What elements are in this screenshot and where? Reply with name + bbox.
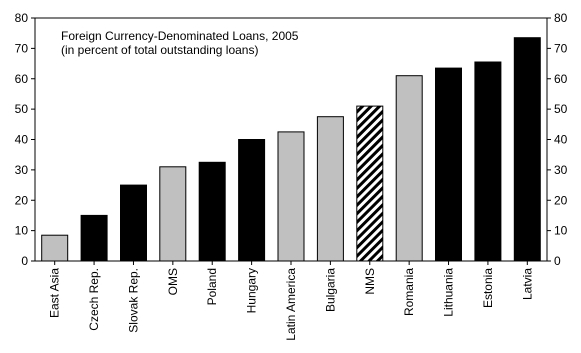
y-tick-label-left: 70: [15, 41, 29, 55]
y-tick-label-left: 20: [15, 193, 29, 207]
bar-oms: [159, 166, 187, 262]
y-tick-label-left: 80: [15, 11, 29, 25]
bar-estonia: [474, 61, 502, 262]
bar-lithuania: [435, 67, 462, 262]
y-tick-label-left: 0: [21, 254, 28, 268]
x-tick-label: Slovak Rep.: [127, 268, 141, 333]
y-tick-label-left: 30: [15, 163, 29, 177]
bar-latvia: [513, 37, 541, 262]
right-y-axis: 0 10 20 30 40 50 60 70 80: [547, 11, 568, 268]
x-tick-label: Latvia: [520, 268, 534, 300]
bar-slovak-rep: [120, 184, 147, 262]
bar-latin-america: [277, 131, 305, 262]
x-tick-label: Estonia: [481, 268, 495, 308]
x-tick-label: East Asia: [48, 268, 62, 318]
y-tick-label-left: 60: [15, 72, 29, 86]
y-tick-label-right: 20: [554, 193, 568, 207]
x-tick-label: Lithuania: [442, 268, 456, 317]
bar-bulgaria: [316, 116, 344, 262]
bar-east-asia: [41, 234, 69, 262]
y-tick-label-right: 60: [554, 72, 568, 86]
y-tick-label-right: 30: [554, 163, 568, 177]
bar-czech-rep: [80, 214, 108, 262]
x-tick-label: Romania: [402, 268, 416, 316]
chart-title: Foreign Currency-Denominated Loans, 2005: [61, 29, 299, 43]
y-tick-label-left: 40: [15, 133, 29, 147]
y-tick-label-right: 10: [554, 224, 568, 238]
y-tick-label-right: 50: [554, 102, 568, 116]
chart-subtitle: (in percent of total outstanding loans): [61, 43, 258, 57]
y-tick-label-right: 70: [554, 41, 568, 55]
y-tick-label-right: 80: [554, 11, 568, 25]
bar-poland: [198, 161, 226, 262]
x-tick-label: Bulgaria: [323, 268, 337, 312]
x-axis-labels: East Asia Czech Rep. Slovak Rep. OMS Poland H…: [48, 268, 535, 341]
bar-romania: [395, 75, 423, 262]
bar-hungary: [238, 139, 266, 262]
x-tick-label: OMS: [166, 268, 180, 295]
plot-area: 0 10 20 30 40 50 60 70 80 0 10 20 30 40 50 60 70 80 East…: [15, 11, 568, 341]
y-tick-label-right: 40: [554, 133, 568, 147]
bars: [41, 37, 541, 265]
bar-nms: [356, 105, 384, 262]
y-tick-label-left: 50: [15, 102, 29, 116]
y-tick-label-right: 0: [554, 254, 561, 268]
x-tick-label: Czech Rep.: [87, 268, 101, 331]
x-tick-label: Poland: [205, 268, 219, 305]
y-tick-label-left: 10: [15, 224, 29, 238]
left-y-axis: 0 10 20 30 40 50 60 70 80: [15, 11, 35, 268]
x-tick-label: Latin America: [284, 268, 298, 341]
x-tick-label: Hungary: [245, 268, 259, 313]
x-tick-label: NMS: [363, 268, 377, 295]
